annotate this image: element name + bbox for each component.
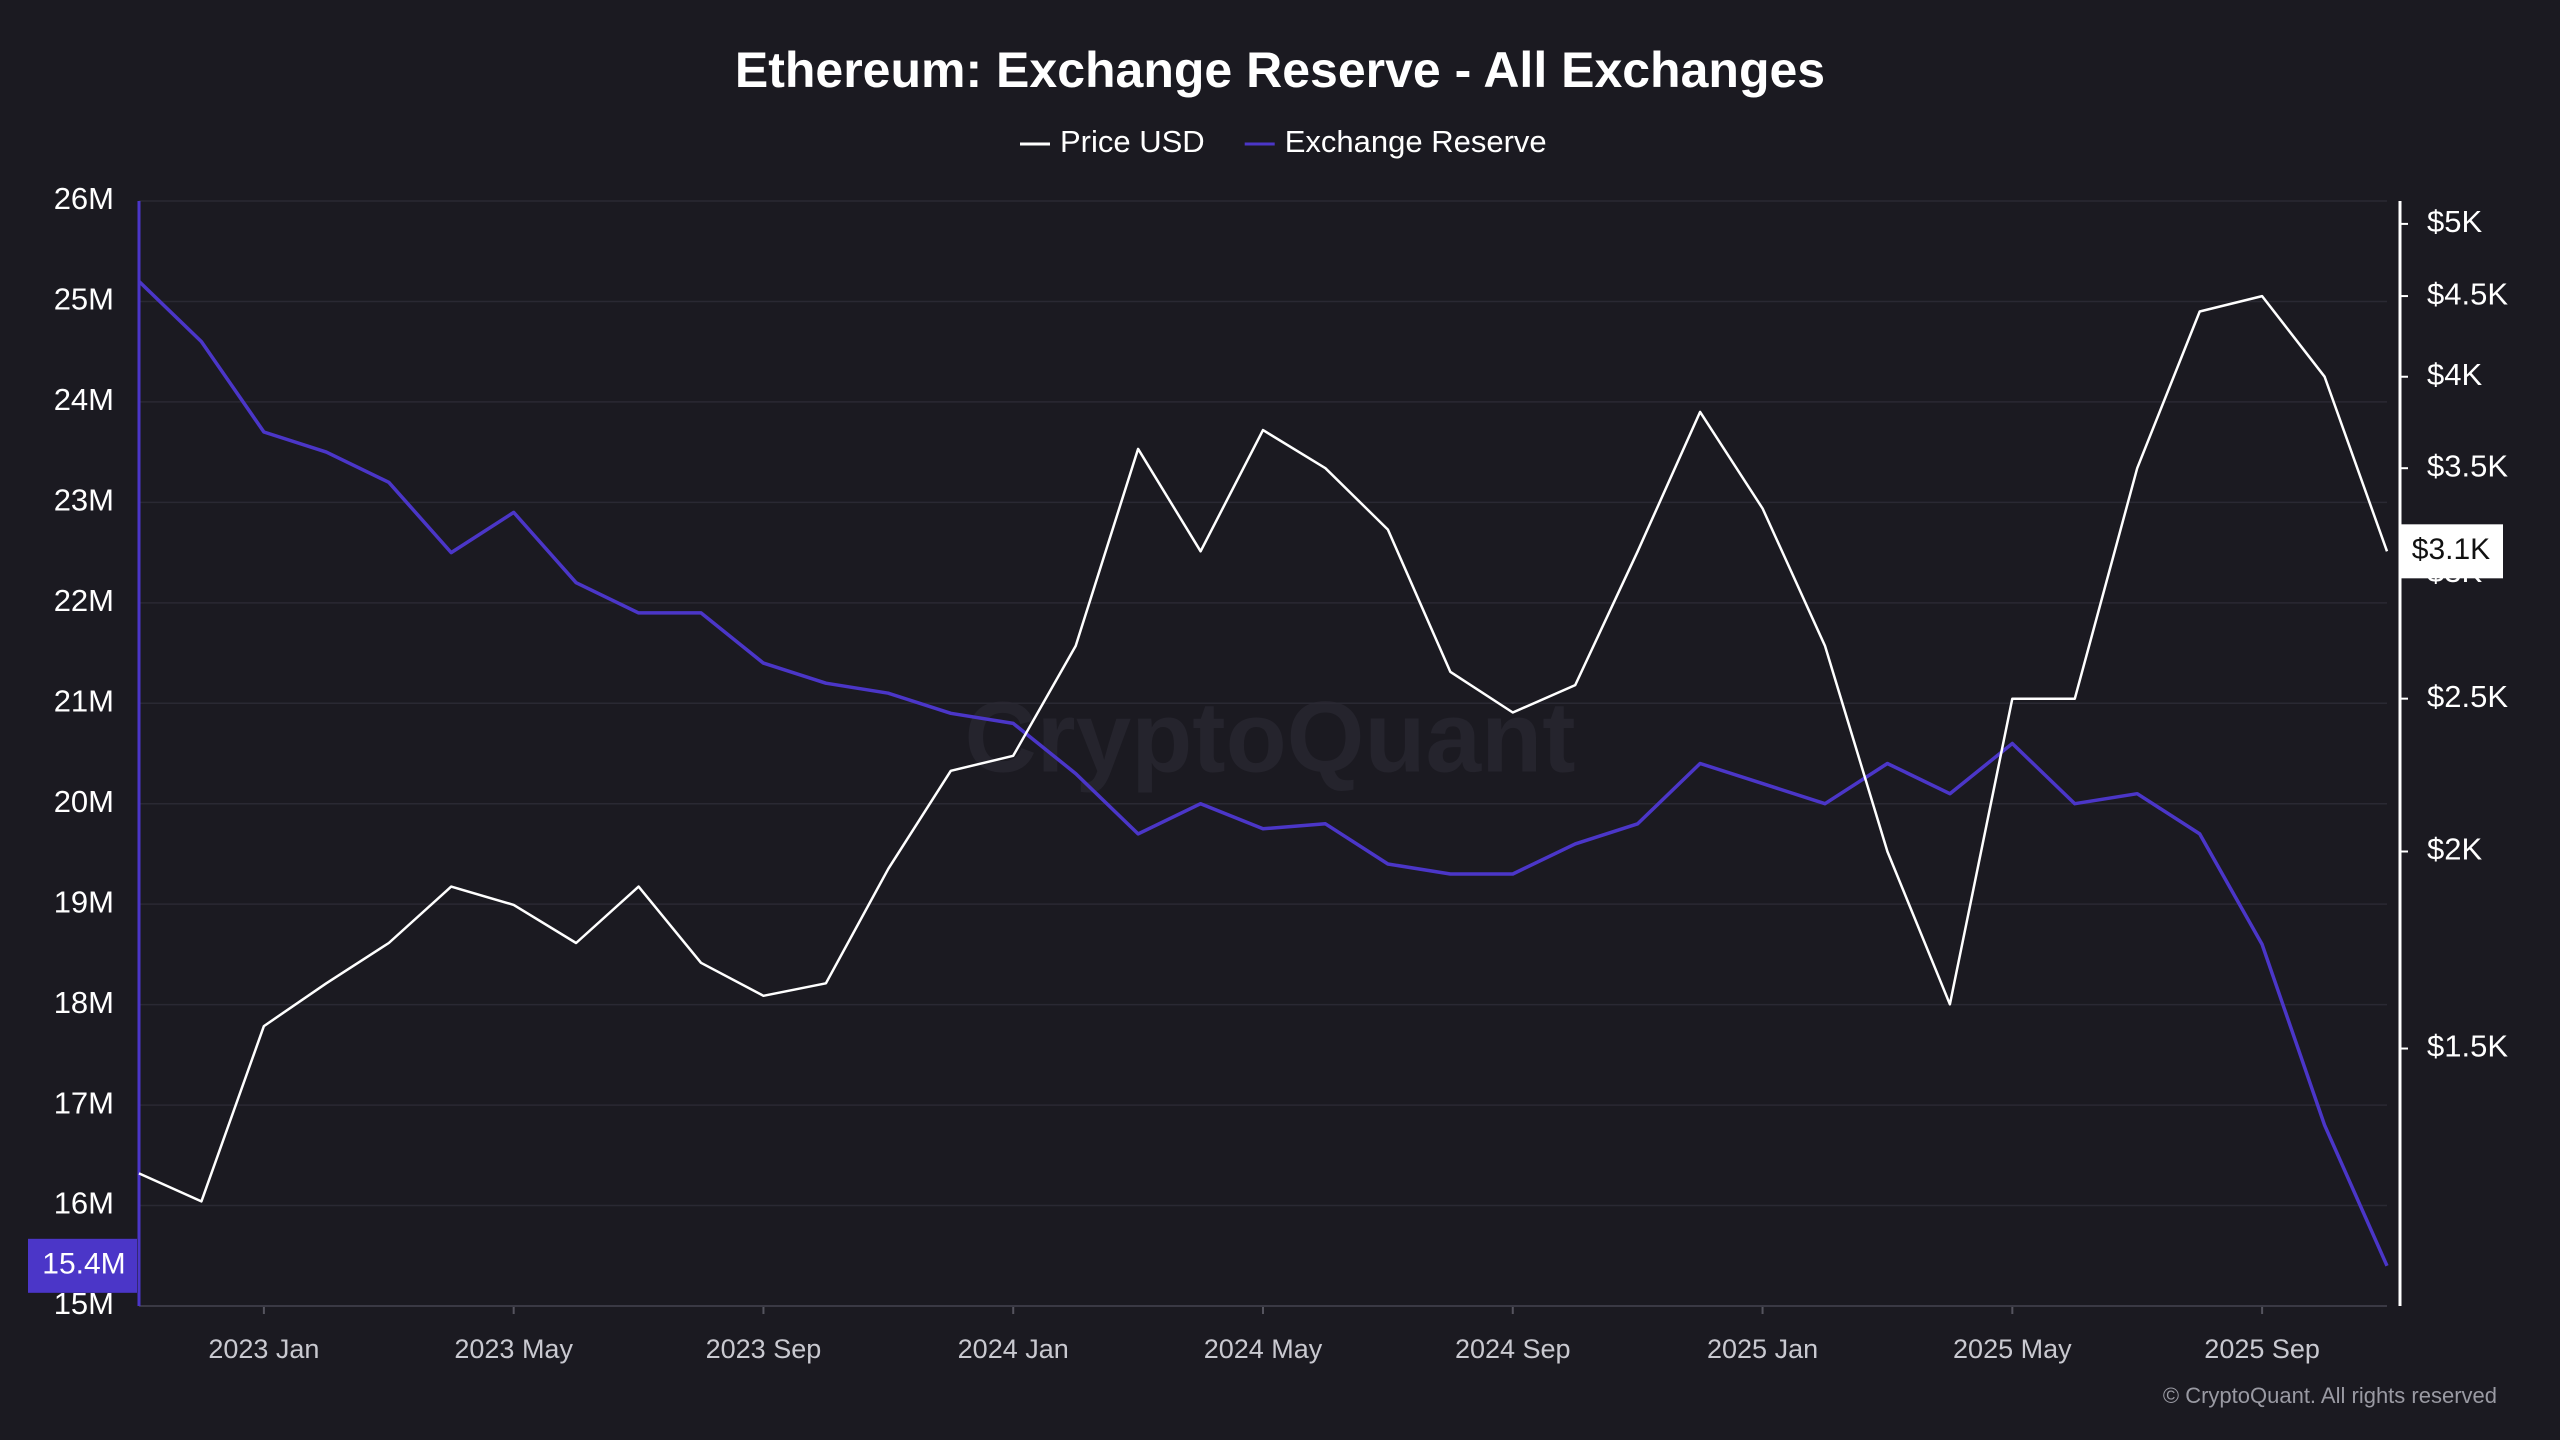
legend-label: Exchange Reserve bbox=[1285, 124, 1547, 159]
chart-title: Ethereum: Exchange Reserve - All Exchang… bbox=[735, 42, 1825, 98]
x-tick-label: 2024 Sep bbox=[1455, 1334, 1571, 1364]
y2-tick-label: $1.5K bbox=[2427, 1029, 2508, 1064]
x-tick-label: 2023 Sep bbox=[706, 1334, 822, 1364]
last-value-badge bbox=[28, 1238, 137, 1293]
series-line bbox=[137, 280, 2389, 1267]
last-value-badge bbox=[2400, 524, 2503, 579]
y-tick-label: 16M bbox=[54, 1186, 114, 1221]
y-tick-label: 20M bbox=[54, 784, 114, 819]
y2-tick-label: $4K bbox=[2427, 357, 2482, 392]
y2-tick-label: $5K bbox=[2427, 204, 2482, 239]
y-tick-label: 23M bbox=[54, 483, 114, 518]
last-value-label: 15.4M bbox=[42, 1248, 125, 1281]
x-tick-label: 2025 Sep bbox=[2204, 1334, 2320, 1364]
y-tick-label: 22M bbox=[54, 583, 114, 618]
x-tick-label: 2023 May bbox=[454, 1334, 573, 1364]
footer: © CryptoQuant. All rights reserved bbox=[2163, 1383, 2497, 1408]
x-tick-label: 2024 Jan bbox=[958, 1334, 1069, 1364]
last-value-label: $3.1K bbox=[2412, 533, 2490, 566]
x-tick-label: 2025 May bbox=[1953, 1334, 2072, 1364]
y-tick-label: 21M bbox=[54, 683, 114, 718]
x-tick-label: 2025 Jan bbox=[1707, 1334, 1818, 1364]
x-tick-label: 2023 Jan bbox=[208, 1334, 319, 1364]
y2-tick-label: $2K bbox=[2427, 832, 2482, 867]
y-tick-label: 17M bbox=[54, 1085, 114, 1120]
y-tick-label: 24M bbox=[54, 382, 114, 417]
legend-item: Price USD bbox=[1020, 124, 1205, 159]
y2-tick-label: $3.5K bbox=[2427, 448, 2508, 483]
y-tick-label: 18M bbox=[54, 985, 114, 1020]
legend-label: Price USD bbox=[1060, 124, 1205, 159]
series-line bbox=[138, 294, 2389, 1203]
legend-item: Exchange Reserve bbox=[1244, 124, 1547, 159]
y-tick-label: 19M bbox=[54, 884, 114, 919]
y-tick-label: 26M bbox=[54, 181, 114, 216]
y2-tick-label: $2.5K bbox=[2427, 679, 2508, 714]
watermark: CryptoQuant bbox=[964, 681, 1575, 793]
y2-tick-label: $4.5K bbox=[2427, 276, 2508, 311]
x-tick-label: 2024 May bbox=[1204, 1334, 1323, 1364]
y-tick-label: 25M bbox=[54, 282, 114, 317]
